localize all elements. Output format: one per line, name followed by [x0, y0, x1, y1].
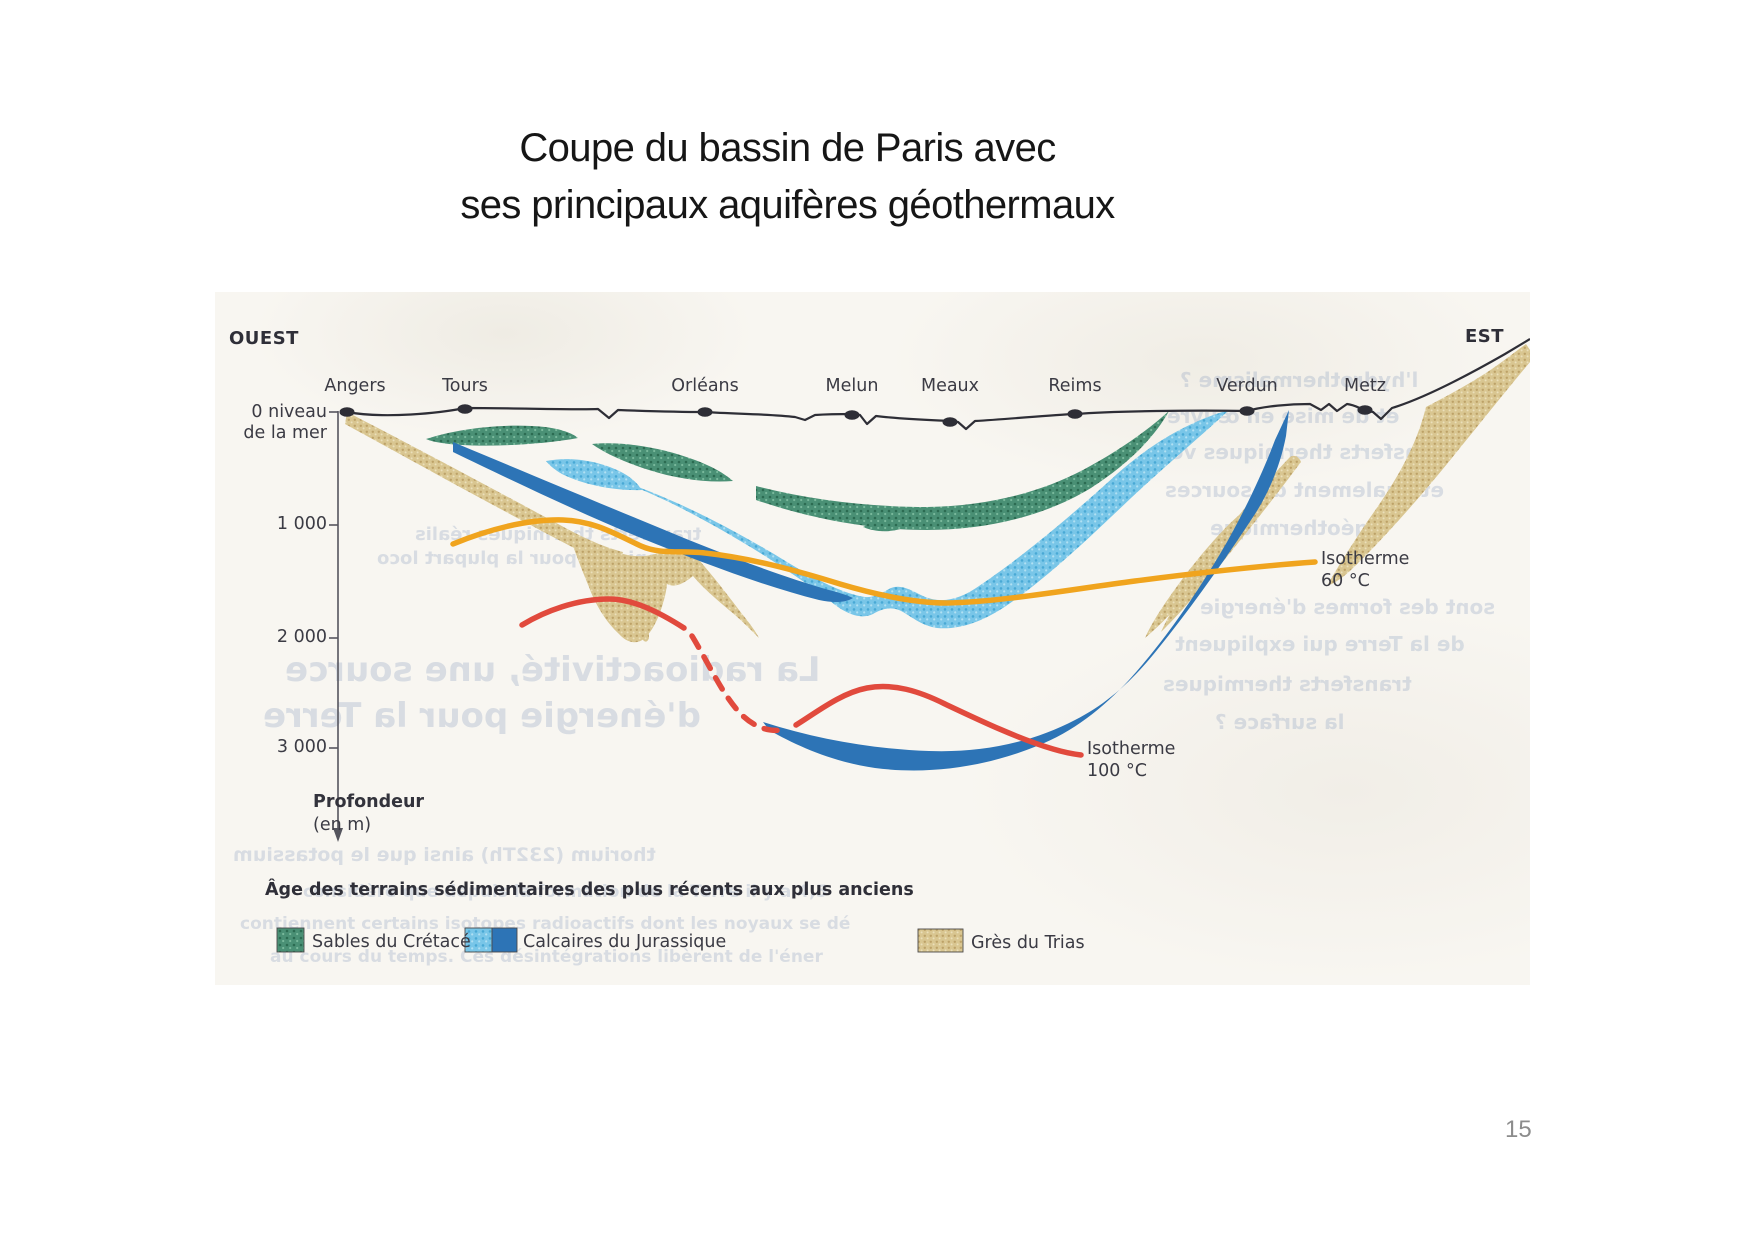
city-dot — [1357, 405, 1373, 415]
depth-axis-arrowhead — [333, 828, 343, 842]
trias-metz-band — [1327, 344, 1530, 586]
city-dot — [942, 417, 958, 427]
jurassique-fonce-west-band — [453, 442, 853, 603]
city-dots — [339, 404, 1373, 427]
slide-title-line2: ses principaux aquifères géothermaux — [460, 183, 1115, 227]
legend-label-jurassique: Calcaires du Jurassique — [523, 932, 727, 952]
cretace-band-east — [756, 411, 1169, 530]
jurassique-clair-band — [624, 410, 1229, 629]
depth-label-3000: 3 000 — [276, 737, 327, 757]
isotherm-60-label: Isotherme 60 °C — [1321, 548, 1409, 592]
depth-label-zero: 0 niveau de la mer — [219, 402, 327, 444]
isotherm-60-label-line2: 60 °C — [1321, 571, 1370, 591]
depth-axis-caption: Profondeur — [313, 792, 425, 812]
page-number: 15 — [1505, 1116, 1532, 1143]
slide-title: Coupe du bassin de Paris avec ses princi… — [215, 120, 1360, 234]
isotherm-60-label-line1: Isotherme — [1321, 549, 1410, 569]
city-dot — [1067, 409, 1083, 419]
depth-label-2000: 2 000 — [276, 627, 327, 647]
direction-west-label: OUEST — [229, 328, 299, 349]
legend-title: Âge des terrains sédimentaires des plus … — [265, 880, 914, 900]
isotherm-100-line — [519, 596, 1084, 758]
cretace-fragment-1 — [863, 520, 913, 532]
city-label-orleans: Orléans — [671, 376, 739, 396]
cross-section-drawing — [276, 338, 1530, 953]
bleedthrough-text: contiennent certains isotopes radioactif… — [240, 914, 851, 934]
city-label-angers: Angers — [324, 376, 386, 396]
isotherm-60-line — [450, 517, 1318, 606]
depth-axis-unit: (en m) — [313, 815, 372, 835]
layer-calcaires-jurassique-fonce — [453, 410, 1289, 771]
depth-label-zero-line1: 0 niveau — [251, 402, 327, 422]
city-label-reims: Reims — [1048, 376, 1102, 396]
city-dot — [844, 410, 860, 420]
city-dot — [339, 407, 355, 417]
legend-swatch-trias — [917, 928, 964, 953]
isotherm-100-solid-east — [793, 683, 1084, 758]
bleedthrough-text: au cours du temps. Ces désintégrations l… — [270, 947, 823, 967]
legend-swatch-cretace — [276, 927, 305, 953]
cretace-lens-west — [426, 425, 578, 446]
city-dot — [1239, 406, 1255, 416]
city-dot — [697, 407, 713, 417]
legend-swatches — [276, 927, 964, 953]
isotherm-100-solid-west — [519, 596, 687, 631]
depth-label-1000: 1 000 — [276, 514, 327, 534]
city-label-tours: Tours — [442, 376, 488, 396]
geological-cross-section-figure: l'hydrothermalisme ? et de mise en œuvre… — [215, 292, 1530, 985]
legend-swatch-jurassique-fonce — [491, 927, 518, 953]
legend-label-trias: Grès du Trias — [971, 933, 1085, 953]
trias-east-tail — [659, 547, 759, 638]
layer-calcaires-jurassique-clair — [546, 410, 1229, 629]
city-label-metz: Metz — [1344, 376, 1386, 396]
legend-label-cretace: Sables du Crétacé — [312, 932, 471, 952]
depth-axis — [329, 411, 343, 842]
isotherm-100-label-line2: 100 °C — [1087, 761, 1147, 781]
city-label-melun: Melun — [825, 376, 879, 396]
slide-title-line1: Coupe du bassin de Paris avec — [519, 126, 1056, 170]
jurassique-clair-lens — [546, 459, 642, 491]
city-dot — [457, 404, 473, 414]
isotherm-100-dashed — [689, 633, 785, 734]
cretace-fragment-2 — [921, 518, 965, 528]
surface-line — [346, 338, 1530, 431]
cretace-lens-mid — [592, 443, 733, 482]
layer-sables-du-cretace — [426, 411, 1169, 532]
bleedthrough-text: considère que depuis la formation de la … — [303, 882, 828, 902]
isotherm-100-label-line1: Isotherme — [1087, 739, 1176, 759]
legend-swatch-jurassique-clair — [464, 927, 493, 953]
trias-west-band — [345, 412, 623, 566]
direction-east-label: EST — [1465, 326, 1505, 347]
city-label-meaux: Meaux — [920, 376, 980, 396]
city-label-verdun: Verdun — [1216, 376, 1278, 396]
isotherm-100-label: Isotherme 100 °C — [1087, 738, 1175, 782]
depth-label-zero-line2: de la mer — [243, 423, 327, 443]
